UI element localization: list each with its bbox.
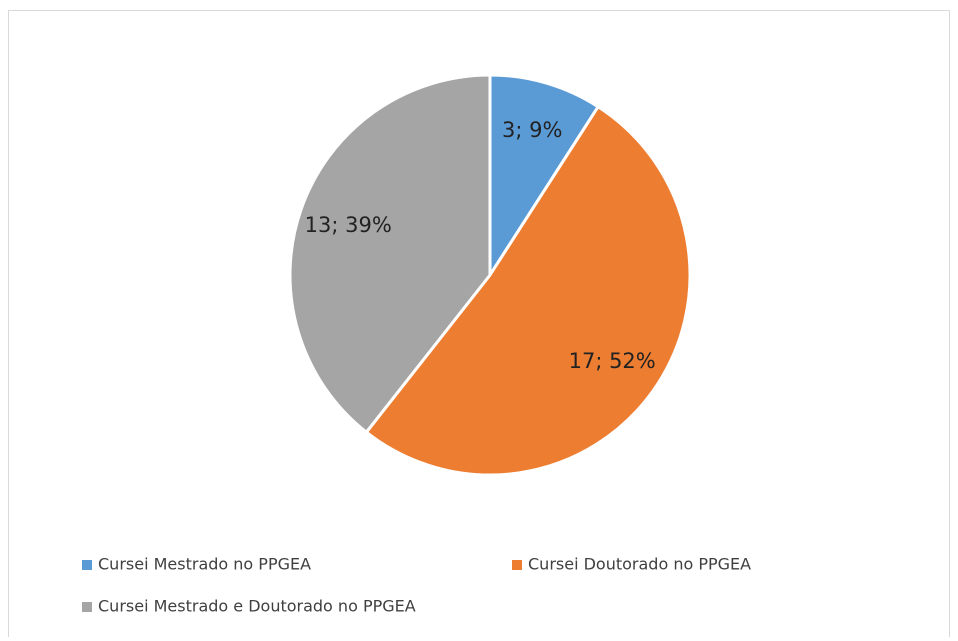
pie-slice: [288, 73, 492, 435]
legend-swatch: [512, 560, 522, 570]
legend-label: Cursei Mestrado no PPGEA: [98, 555, 311, 574]
legend-label: Cursei Mestrado e Doutorado no PPGEA: [98, 597, 416, 616]
pie-slice: [364, 104, 692, 477]
pie-slice: [488, 73, 601, 281]
legend-swatch: [82, 602, 92, 612]
data-label: 17; 52%: [569, 349, 656, 373]
legend-swatch: [82, 560, 92, 570]
data-label: 13; 39%: [305, 213, 392, 237]
legend-label: Cursei Doutorado no PPGEA: [528, 555, 751, 574]
data-label: 3; 9%: [502, 118, 562, 142]
